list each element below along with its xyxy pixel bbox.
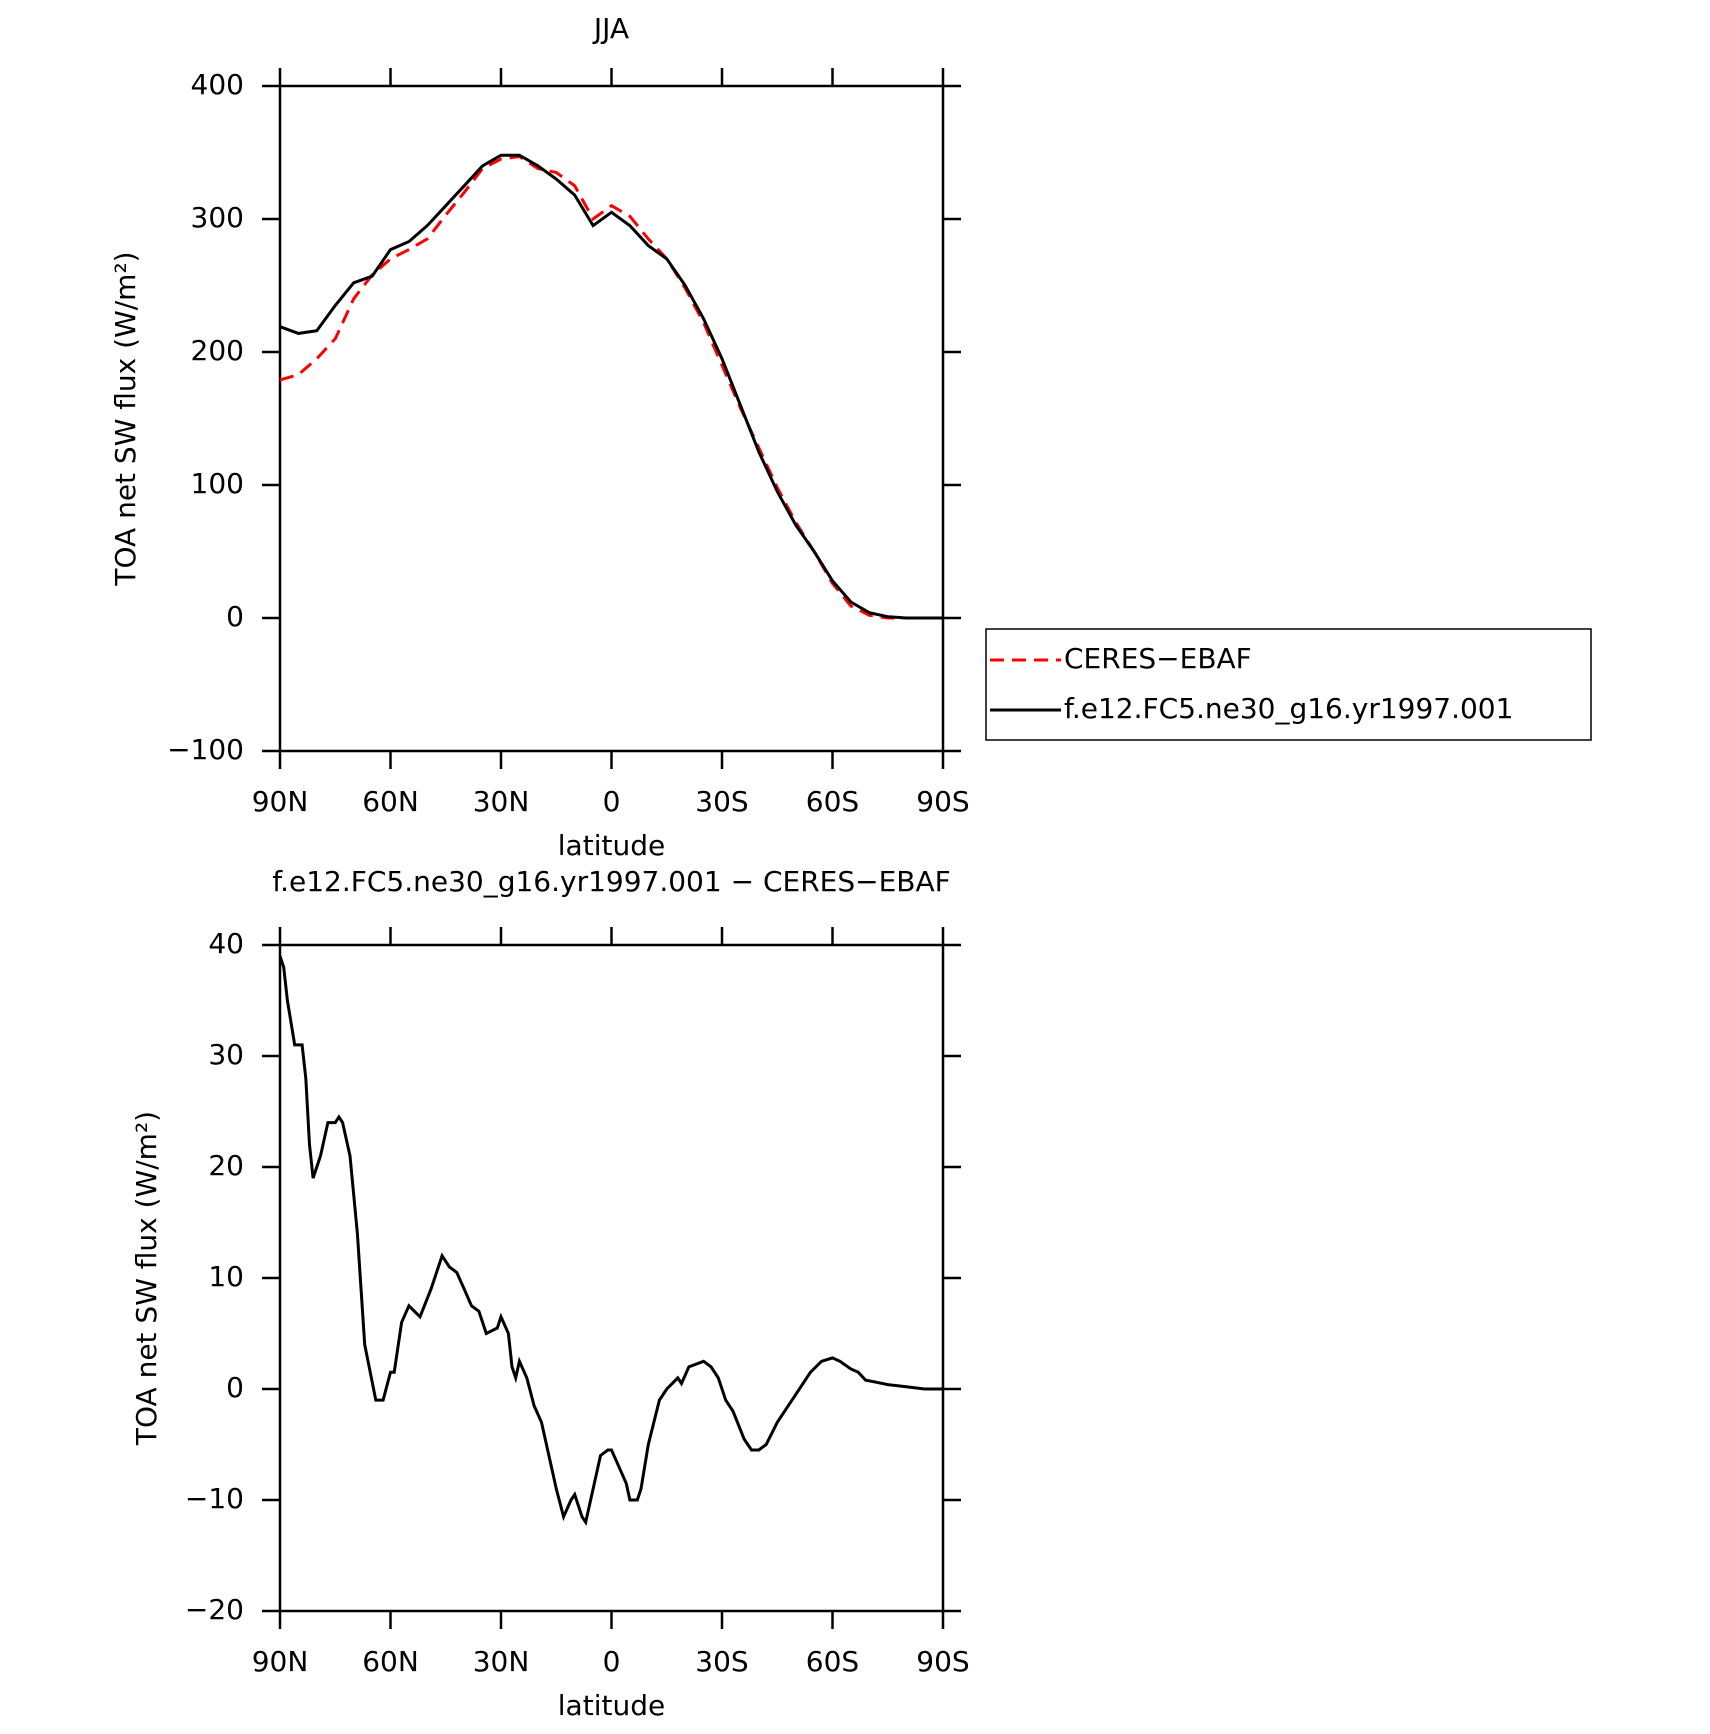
plot-frame [278,84,945,753]
y-tick-label: 40 [208,927,244,960]
x-tick-label: 60S [806,785,859,818]
x-tick-label: 30S [695,785,748,818]
y-axis-label: TOA net SW flux (W/m²) [109,251,142,586]
y-axis-label: TOA net SW flux (W/m²) [130,1111,163,1446]
x-tick-label: 90N [252,785,309,818]
y-tick-label: 30 [208,1038,244,1071]
x-tick-label: 90S [916,785,969,818]
x-tick-label: 60N [362,1645,419,1678]
y-tick-label: 20 [208,1149,244,1182]
x-tick-label: 90S [916,1645,969,1678]
x-tick-label: 60N [362,785,419,818]
x-tick-label: 30S [695,1645,748,1678]
chart-title: f.e12.FC5.ne30_g16.yr1997.001 − CERES−EB… [272,865,950,898]
x-tick-label: 30N [473,1645,530,1678]
y-tick-label: 100 [191,467,244,500]
x-tick-label: 60S [806,1645,859,1678]
y-tick-label: −100 [167,733,244,766]
x-tick-label: 0 [603,785,621,818]
y-tick-label: 300 [191,201,244,234]
y-tick-label: 0 [226,600,244,633]
x-tick-label: 0 [603,1645,621,1678]
plot-frame [278,943,945,1613]
y-tick-label: 200 [191,334,244,367]
y-tick-label: 10 [208,1260,244,1293]
y-tick-label: 0 [226,1371,244,1404]
series-line [279,153,943,620]
legend-label: f.e12.FC5.ne30_g16.yr1997.001 [1064,692,1513,725]
series-line [278,955,943,1526]
x-axis-label: latitude [558,1689,665,1722]
y-tick-label: −10 [185,1482,244,1515]
x-tick-label: 30N [473,785,530,818]
x-axis-label: latitude [558,829,665,862]
y-tick-label: −20 [185,1593,244,1626]
series-line [279,154,943,620]
y-tick-label: 400 [191,68,244,101]
x-tick-label: 90N [252,1645,309,1678]
chart-title: JJA [592,12,629,45]
legend-label: CERES−EBAF [1064,642,1252,675]
legend-box [985,628,1592,741]
